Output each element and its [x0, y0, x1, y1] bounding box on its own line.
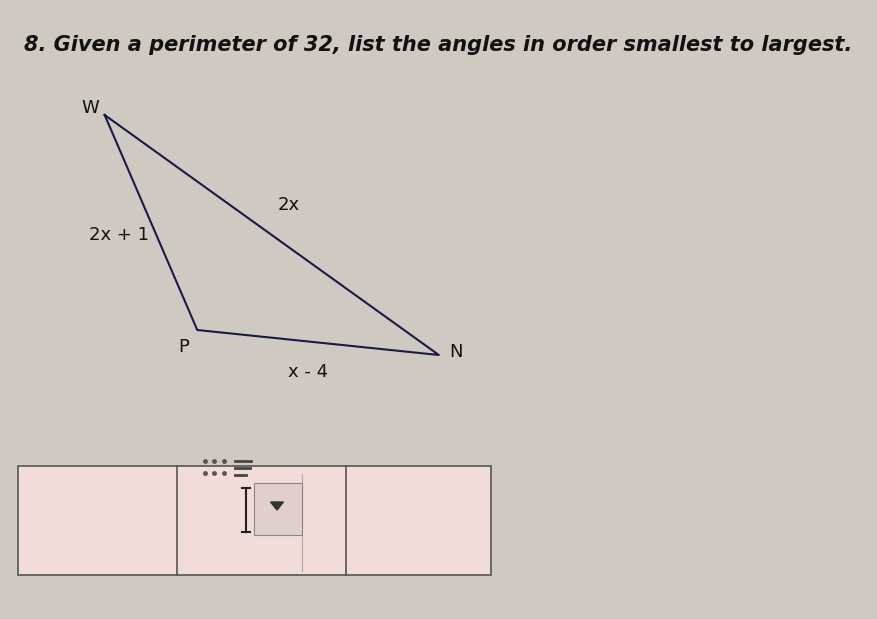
Text: x - 4: x - 4 — [287, 363, 327, 381]
Bar — [253, 483, 302, 535]
Bar — [18, 466, 490, 575]
Text: 8. Given a perimeter of 32, list the angles in order smallest to largest.: 8. Given a perimeter of 32, list the ang… — [25, 35, 852, 55]
Polygon shape — [270, 502, 283, 510]
Text: 2x: 2x — [277, 196, 299, 214]
Text: 2x + 1: 2x + 1 — [89, 226, 149, 244]
Text: P: P — [178, 338, 189, 356]
Text: N: N — [448, 343, 462, 361]
Text: W: W — [82, 99, 99, 117]
